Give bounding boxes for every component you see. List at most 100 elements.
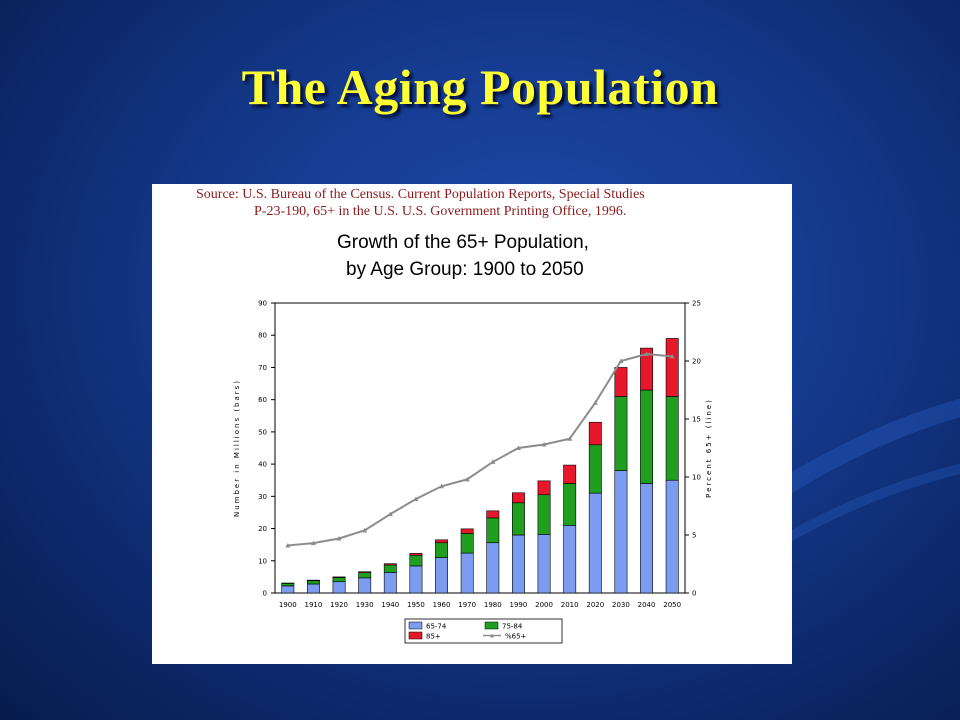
legend-entry: %65+ bbox=[505, 633, 527, 641]
bar-age-65-74 bbox=[537, 534, 551, 594]
slide-title: The Aging Population bbox=[241, 59, 719, 115]
bar-age-75-84 bbox=[460, 533, 474, 554]
right-tick-label: 0 bbox=[692, 590, 696, 598]
bar-age-65-74 bbox=[358, 577, 372, 594]
bar-age-65-74 bbox=[460, 552, 474, 594]
bar-age-75-84 bbox=[486, 517, 500, 544]
bar-age-65-74 bbox=[409, 565, 423, 594]
source-citation-line2: P-23-190, 65+ in the U.S. U.S. Governmen… bbox=[254, 204, 627, 219]
left-tick-label: 10 bbox=[258, 557, 267, 565]
bar-age-85-plus bbox=[460, 528, 474, 534]
x-tick-label: 2020 bbox=[586, 601, 604, 609]
left-tick-label: 80 bbox=[258, 332, 267, 340]
bar-age-85-plus bbox=[332, 576, 346, 578]
bar-age-65-74 bbox=[665, 479, 679, 594]
percent-line-point bbox=[310, 540, 316, 546]
bar-age-85-plus bbox=[665, 338, 679, 397]
bar-age-75-84 bbox=[435, 542, 449, 558]
x-tick-label: 1990 bbox=[510, 601, 528, 609]
bar-age-65-74 bbox=[640, 483, 654, 594]
right-tick-label: 5 bbox=[692, 532, 696, 540]
bar-age-65-74 bbox=[332, 581, 346, 594]
bar-age-85-plus bbox=[358, 571, 372, 574]
bar-age-75-84 bbox=[563, 483, 577, 526]
bar-age-65-74 bbox=[435, 557, 449, 594]
x-tick-label: 2040 bbox=[638, 601, 656, 609]
bar-age-85-plus bbox=[486, 510, 500, 519]
bar-age-75-84 bbox=[409, 554, 423, 567]
percent-line-point bbox=[413, 496, 419, 502]
percent-line-point bbox=[618, 358, 624, 363]
bar-age-85-plus bbox=[537, 480, 551, 496]
chart-title-line2: by Age Group: 1900 to 2050 bbox=[346, 259, 584, 280]
legend-swatch bbox=[408, 631, 423, 640]
percent-line-point bbox=[285, 542, 291, 548]
bar-age-85-plus bbox=[563, 464, 577, 484]
x-tick-label: 1960 bbox=[433, 601, 451, 609]
bar-age-65-74 bbox=[383, 572, 397, 594]
x-tick-label: 2000 bbox=[535, 601, 553, 609]
x-tick-label: 1940 bbox=[381, 601, 399, 609]
right-tick-label: 15 bbox=[692, 416, 701, 424]
chart-title-line1: Growth of the 65+ Population, bbox=[337, 232, 589, 253]
left-tick-label: 60 bbox=[258, 396, 267, 404]
x-tick-label: 1900 bbox=[279, 601, 297, 609]
percent-line-point bbox=[336, 535, 342, 541]
x-tick-label: 2050 bbox=[663, 601, 681, 609]
x-tick-label: 2010 bbox=[561, 601, 579, 609]
bar-age-75-84 bbox=[537, 494, 551, 535]
percent-line-point bbox=[567, 436, 573, 441]
right-tick-label: 20 bbox=[692, 358, 701, 366]
left-tick-label: 0 bbox=[263, 590, 267, 598]
bar-age-75-84 bbox=[383, 564, 397, 573]
percent-line-point bbox=[362, 527, 368, 533]
source-citation-line1: Source: U.S. Bureau of the Census. Curre… bbox=[196, 187, 645, 202]
x-tick-label: 2030 bbox=[612, 601, 630, 609]
percent-line-point bbox=[490, 459, 496, 464]
legend-line-marker bbox=[490, 633, 494, 638]
left-axis-label: Number in Millions (bars) bbox=[233, 379, 241, 517]
bar-age-85-plus bbox=[640, 347, 654, 391]
bar-age-75-84 bbox=[358, 572, 372, 579]
legend-entry: 65-74 bbox=[426, 623, 447, 631]
chart-figure: Source: U.S. Bureau of the Census. Curre… bbox=[152, 184, 792, 664]
bar-age-85-plus bbox=[435, 539, 449, 544]
percent-line-point bbox=[644, 351, 650, 357]
right-tick-label: 25 bbox=[692, 300, 701, 308]
percent-line-point bbox=[592, 400, 598, 405]
bar-age-85-plus bbox=[383, 563, 397, 566]
bar-age-85-plus bbox=[511, 492, 525, 504]
x-tick-label: 1970 bbox=[458, 601, 476, 609]
legend-swatch bbox=[484, 621, 499, 630]
right-tick-label: 10 bbox=[692, 474, 701, 482]
legend-entry: 85+ bbox=[426, 633, 441, 641]
bar-age-75-84 bbox=[306, 580, 320, 585]
x-tick-label: 1950 bbox=[407, 601, 425, 609]
bar-age-65-74 bbox=[511, 534, 525, 594]
x-tick-label: 1930 bbox=[356, 601, 374, 609]
bar-age-65-74 bbox=[281, 585, 295, 594]
legend-box bbox=[404, 618, 563, 644]
right-axis-label: Percent 65+ (line) bbox=[705, 398, 713, 498]
left-tick-label: 90 bbox=[258, 300, 267, 308]
percent-line-point bbox=[669, 353, 675, 359]
x-tick-label: 1910 bbox=[305, 601, 323, 609]
percent-line-point bbox=[439, 483, 445, 489]
x-tick-label: 1980 bbox=[484, 601, 502, 609]
bar-age-75-84 bbox=[511, 502, 525, 536]
left-tick-label: 20 bbox=[258, 525, 267, 533]
legend-swatch bbox=[408, 621, 423, 630]
bar-age-75-84 bbox=[332, 577, 346, 583]
bar-age-85-plus bbox=[588, 421, 602, 446]
bar-age-65-74 bbox=[614, 470, 628, 594]
bar-age-75-84 bbox=[665, 396, 679, 481]
bar-age-75-84 bbox=[281, 583, 295, 587]
bar-age-65-74 bbox=[563, 525, 577, 594]
bar-age-85-plus bbox=[614, 367, 628, 397]
left-tick-label: 70 bbox=[258, 364, 267, 372]
percent-line-point bbox=[464, 476, 470, 482]
percent-line-point bbox=[515, 445, 521, 450]
percent-line-point bbox=[541, 442, 547, 447]
legend-entry: 75-84 bbox=[502, 623, 523, 631]
